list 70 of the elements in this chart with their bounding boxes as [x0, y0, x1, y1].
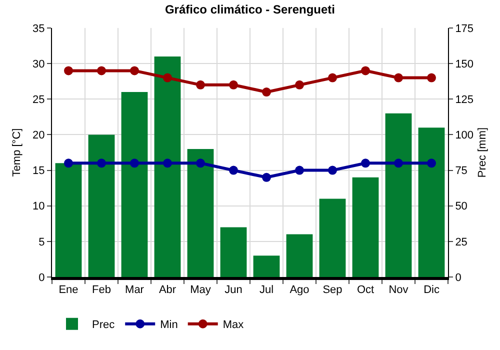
x-tick-label: Sep [322, 284, 342, 296]
y-tick-label: 30 [32, 58, 45, 70]
point [130, 158, 139, 168]
point [328, 73, 337, 82]
point [262, 172, 271, 182]
bar [154, 56, 181, 277]
chart-title: Gráfico climático - Serengueti [164, 2, 336, 17]
x-tick-label: May [190, 284, 212, 296]
x-tick-label: Mar [125, 284, 144, 296]
point [64, 66, 73, 76]
x-tick-label: Ene [58, 284, 78, 296]
y-tick-label: 20 [32, 130, 45, 142]
point [196, 80, 205, 90]
y-tick-label: 5 [38, 236, 45, 248]
point [427, 158, 436, 168]
bar [253, 256, 280, 277]
point [163, 73, 172, 82]
point [97, 158, 106, 168]
y2-tick-label: 75 [455, 165, 468, 178]
bar [121, 92, 148, 277]
bar [319, 198, 346, 277]
point [328, 166, 337, 175]
point [394, 73, 403, 82]
x-tick-label: Ago [290, 284, 310, 296]
x-tick-label: Jul [259, 284, 274, 296]
x-tick-label: Abr [158, 284, 176, 296]
legend-label: Max [222, 319, 244, 332]
x-tick-label: Dic [424, 284, 440, 296]
bar [352, 177, 379, 277]
y-tick-label: 15 [32, 165, 45, 178]
bar [187, 148, 214, 277]
point [394, 158, 403, 168]
bar [88, 134, 115, 277]
y-tick-label: 25 [32, 94, 45, 106]
x-tick-label: Feb [92, 284, 111, 296]
y-tick-label: 35 [32, 22, 45, 35]
point [130, 66, 139, 76]
y-tick-label: 10 [32, 200, 45, 213]
point [97, 66, 106, 76]
point [295, 80, 304, 90]
point [64, 158, 73, 168]
y2-tick-label: 150 [455, 58, 474, 70]
legend-label: Min [160, 319, 178, 332]
x-tick-label: Oct [356, 284, 374, 296]
point [427, 73, 436, 82]
bar [220, 227, 247, 277]
point [229, 166, 238, 175]
point [229, 80, 238, 90]
point [361, 66, 370, 76]
y2-tick-label: 100 [455, 130, 474, 142]
point [196, 158, 205, 168]
point [163, 158, 172, 168]
y2-tick-label: 175 [455, 22, 474, 35]
y2-tick-label: 0 [455, 272, 462, 284]
point [295, 166, 304, 175]
bar [385, 113, 412, 277]
y2-tick-label: 125 [455, 94, 474, 106]
point [361, 158, 370, 168]
y2-tick-label: 25 [455, 236, 468, 248]
y2-axis-title: Prec [mm] [476, 127, 488, 178]
legend-label: Prec [92, 319, 116, 332]
bar [55, 163, 82, 277]
x-tick-label: Jun [224, 284, 242, 296]
y-tick-label: 0 [38, 272, 45, 284]
y-axis-title: Temp [°C] [11, 128, 23, 177]
bar [418, 128, 445, 277]
bar [286, 234, 313, 277]
point [262, 88, 271, 97]
y2-tick-label: 50 [455, 200, 468, 213]
x-tick-label: Nov [388, 284, 409, 296]
